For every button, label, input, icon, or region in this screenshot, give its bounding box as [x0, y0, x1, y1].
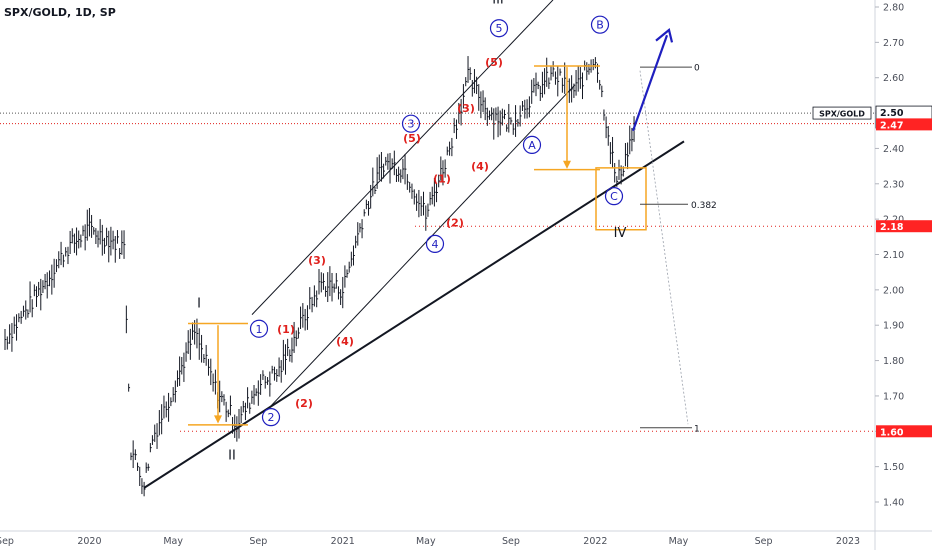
chart-title: SPX/GOLD, 1D, SP: [4, 6, 116, 19]
x-tick-label: May: [163, 536, 183, 547]
wave-red-5: (5): [403, 132, 421, 145]
wave-red-4: (4): [336, 335, 354, 348]
wave-circle-C: C: [610, 190, 618, 203]
wave-circle-3-circle: [401, 114, 421, 133]
target-zone-box: [595, 167, 647, 231]
x-tick-label: 2022: [583, 536, 607, 547]
wave-red-3b: (3): [457, 102, 475, 115]
x-tick-label: 2023: [836, 536, 860, 547]
current-price-tag-bg: [876, 118, 932, 131]
projection-arrow-line: [631, 34, 669, 132]
wave-circle-A: A: [528, 139, 536, 152]
price-bars: [4, 56, 636, 497]
symbol-tag-bg: [812, 106, 872, 120]
x-tick-label: 2020: [77, 536, 101, 547]
wave-label-IV: IV: [614, 226, 627, 241]
y-tick-label: 2.80: [883, 3, 904, 14]
x-tick-label: May: [416, 536, 436, 547]
y-tick-label: 2.00: [883, 285, 904, 296]
wave-red-2b: (2): [446, 217, 464, 230]
support-trendline: [143, 140, 685, 489]
y-tick-label: 2.70: [883, 38, 904, 49]
wave-red-1: (1): [277, 323, 295, 336]
wave-label-III: III: [492, 0, 504, 7]
wave-red-4b: (4): [471, 160, 489, 173]
wave-red-2: (2): [295, 397, 313, 410]
wave-circle-3: 3: [408, 118, 415, 131]
fib-diagonal-line: [639, 70, 689, 425]
projection-arrowhead: [655, 28, 674, 43]
wave-label-I: I: [197, 297, 201, 312]
x-tick-label: May: [669, 536, 689, 547]
measure-arrowhead: [214, 415, 222, 424]
y-tick-label: 1.40: [883, 498, 904, 509]
level-218-tag: 2.18: [880, 222, 904, 233]
y-tick-label: 1.50: [883, 462, 904, 473]
wave-circle-B-circle: [590, 15, 610, 34]
wave-circle-2-circle: [261, 408, 281, 427]
y-tick-label: 2.40: [883, 144, 904, 155]
wave-circle-4: 4: [432, 238, 439, 251]
wave-circle-A-circle: [522, 135, 542, 154]
current-price-tag: 2.47: [880, 120, 903, 131]
symbol-tag: SPX/GOLD: [819, 110, 865, 119]
y-tick-label: 2.20: [883, 215, 904, 226]
y-tick-label: 2.60: [883, 73, 904, 84]
y-tick-label: 1.70: [883, 391, 904, 402]
wave-red-3: (3): [308, 254, 326, 267]
wave-circle-2: 2: [268, 411, 275, 424]
wave-circle-5-circle: [489, 19, 509, 38]
wave-circle-C-circle: [604, 187, 624, 206]
fib-level-382-label: 0.382: [691, 201, 717, 211]
level-160-tag: 1.60: [880, 427, 904, 438]
x-tick-label: Sep: [502, 536, 520, 547]
level-218-tag-bg: [876, 220, 932, 233]
x-tick-label: 2021: [331, 536, 355, 547]
y-tick-label: 2.30: [883, 179, 904, 190]
wave-circle-4-circle: [425, 234, 445, 253]
wave-red-1b: (1): [433, 172, 451, 185]
y-tick-label: 2.10: [883, 250, 904, 261]
wave-circle-B: B: [596, 19, 604, 32]
channel-lower-line: [266, 84, 576, 411]
wave-circle-5: 5: [496, 22, 503, 35]
x-tick-label: Sep: [249, 536, 267, 547]
level-160-tag-bg: [876, 425, 932, 438]
measure2-arrowhead: [563, 160, 571, 169]
wave-circle-1: 1: [256, 323, 263, 336]
wave-circle-1-circle: [249, 319, 269, 338]
x-tick-label: Sep: [0, 536, 14, 547]
channel-upper-line: [251, 0, 554, 315]
last-price-tag: 2.50: [880, 108, 904, 119]
fib-level-1-label: 1: [694, 424, 700, 434]
x-tick-label: Sep: [755, 536, 773, 547]
wave-label-II: II: [228, 449, 236, 464]
y-tick-label: 1.90: [883, 321, 904, 332]
fib-level-0-label: 0: [694, 64, 700, 74]
wave-red-5b: (5): [485, 56, 503, 69]
y-tick-label: 1.80: [883, 356, 904, 367]
